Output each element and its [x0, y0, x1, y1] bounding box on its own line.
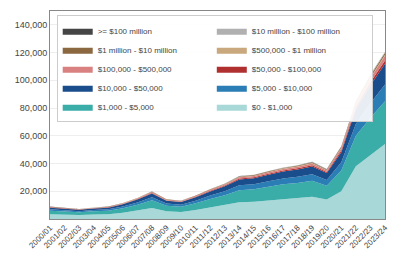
svg-text:2012/13: 2012/13 — [202, 223, 229, 250]
svg-text:2015/16: 2015/16 — [246, 223, 273, 250]
svg-text:40,000: 40,000 — [20, 159, 48, 169]
svg-text:100,000: 100,000 — [15, 75, 48, 85]
svg-text:2009/10: 2009/10 — [159, 223, 186, 250]
svg-text:2003/04: 2003/04 — [71, 223, 98, 250]
svg-text:2014/15: 2014/15 — [231, 223, 258, 250]
svg-text:2011/12: 2011/12 — [188, 223, 215, 250]
svg-text:$500,000 - $1 million: $500,000 - $1 million — [252, 46, 326, 55]
svg-text:2005/06: 2005/06 — [100, 223, 127, 250]
svg-text:$1,000 - $5,000: $1,000 - $5,000 — [98, 103, 155, 112]
svg-text:2004/05: 2004/05 — [86, 223, 113, 250]
svg-text:2022/23: 2022/23 — [348, 223, 375, 250]
svg-text:$10,000 - $50,000: $10,000 - $50,000 — [98, 84, 163, 93]
svg-text:80,000: 80,000 — [20, 103, 48, 113]
svg-text:>= $100 million: >= $100 million — [98, 27, 152, 36]
svg-text:$10 million - $100 million: $10 million - $100 million — [252, 27, 340, 36]
svg-text:2008/09: 2008/09 — [144, 223, 171, 250]
svg-text:60,000: 60,000 — [20, 131, 48, 141]
svg-text:2010/11: 2010/11 — [173, 223, 200, 250]
svg-text:$100,000 - $500,000: $100,000 - $500,000 — [98, 65, 172, 74]
svg-text:2000/01: 2000/01 — [27, 223, 54, 250]
svg-text:$0 - $1,000: $0 - $1,000 — [252, 103, 293, 112]
svg-text:2023/24: 2023/24 — [362, 223, 389, 250]
svg-text:2018/19: 2018/19 — [290, 223, 317, 250]
svg-text:120,000: 120,000 — [15, 48, 48, 58]
svg-text:2001/02: 2001/02 — [42, 223, 69, 250]
svg-text:2020/21: 2020/21 — [319, 223, 346, 250]
svg-text:2013/14: 2013/14 — [217, 223, 244, 250]
svg-text:2006/07: 2006/07 — [115, 223, 142, 250]
svg-text:20,000: 20,000 — [20, 186, 48, 196]
svg-text:2016/17: 2016/17 — [260, 223, 287, 250]
svg-text:140,000: 140,000 — [15, 20, 48, 30]
svg-text:2017/18: 2017/18 — [275, 223, 302, 250]
svg-text:2021/22: 2021/22 — [333, 223, 360, 250]
svg-text:$5,000 - $10,000: $5,000 - $10,000 — [252, 84, 313, 93]
svg-text:2007/08: 2007/08 — [129, 223, 156, 250]
svg-text:$50,000 - $100,000: $50,000 - $100,000 — [252, 65, 322, 74]
svg-text:$1 million - $10 million: $1 million - $10 million — [98, 46, 177, 55]
svg-text:2019/20: 2019/20 — [304, 223, 331, 250]
svg-text:2002/03: 2002/03 — [57, 223, 84, 250]
